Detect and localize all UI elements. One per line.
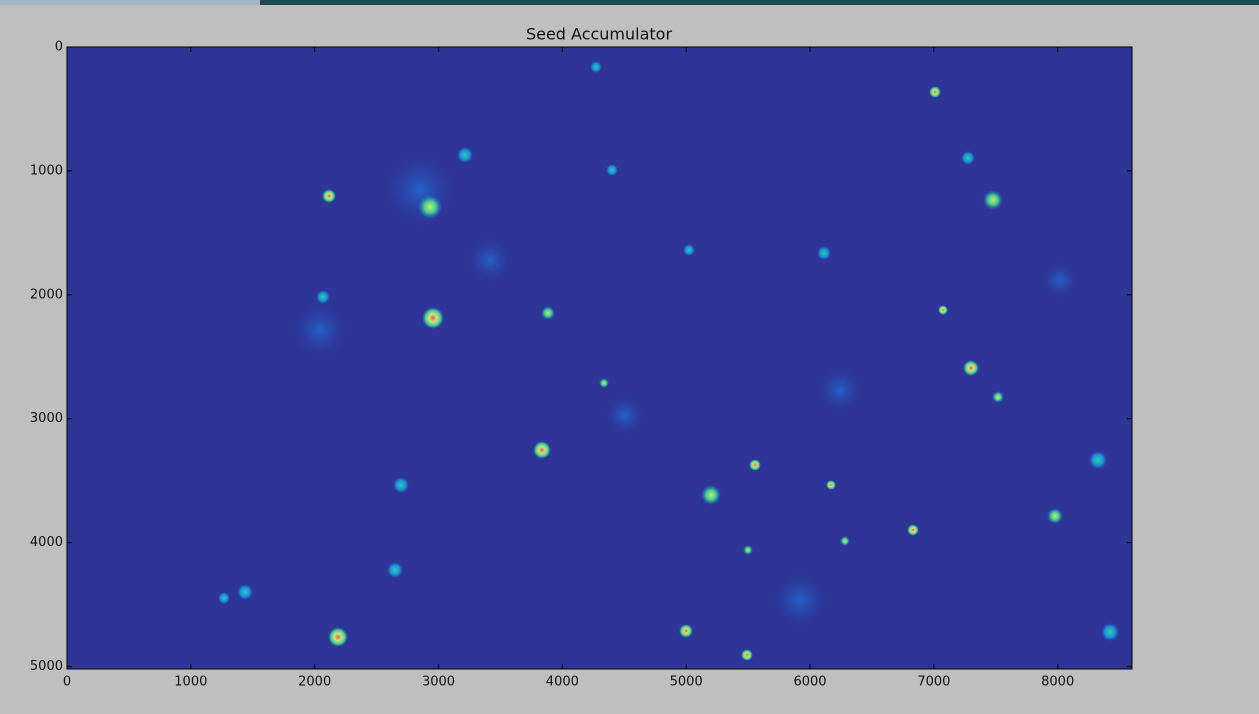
blob — [1040, 260, 1080, 300]
blob — [929, 86, 941, 98]
page: Seed Accumulator — [0, 0, 1259, 714]
y-tick-label: 0 — [55, 40, 63, 55]
chart-title: Seed Accumulator — [526, 25, 673, 44]
blob — [907, 524, 919, 536]
blob — [387, 562, 403, 578]
blob — [961, 151, 975, 165]
y-tick-label: 1000 — [30, 163, 63, 178]
blob — [1047, 508, 1063, 524]
x-tick-label: 8000 — [1041, 675, 1074, 690]
blob — [290, 300, 350, 360]
y-tick-label: 3000 — [30, 411, 63, 426]
blob — [590, 61, 602, 73]
blob — [840, 536, 850, 546]
blob — [418, 195, 442, 219]
blob — [983, 190, 1003, 210]
image — [67, 47, 1132, 669]
chart: Seed Accumulator — [0, 0, 1259, 714]
blob — [380, 150, 460, 230]
blob — [393, 477, 409, 493]
blob — [1101, 623, 1119, 641]
x-tick-label: 1000 — [174, 675, 207, 690]
x-tick-label: 3000 — [422, 675, 455, 690]
y-tick-label: 2000 — [30, 287, 63, 302]
x-tick-label: 0 — [63, 675, 71, 690]
blob — [963, 360, 979, 376]
blob — [422, 307, 444, 329]
blob — [541, 306, 555, 320]
x-tick-label: 6000 — [793, 675, 826, 690]
blob — [683, 244, 695, 256]
blob — [815, 365, 865, 415]
blob — [606, 164, 618, 176]
x-tick-label: 5000 — [670, 675, 703, 690]
blob — [237, 584, 253, 600]
blob — [603, 393, 647, 437]
blob — [817, 246, 831, 260]
x-tick-label: 7000 — [917, 675, 950, 690]
blob — [679, 624, 693, 638]
blob — [533, 441, 551, 459]
blob — [741, 649, 753, 661]
blob — [599, 378, 609, 388]
blob — [749, 459, 761, 471]
blob — [457, 147, 473, 163]
blob — [1089, 451, 1107, 469]
x-tick-label: 2000 — [298, 675, 331, 690]
window-strip-image — [0, 0, 260, 5]
y-tick-label: 5000 — [30, 659, 63, 674]
blob — [465, 235, 515, 285]
blob — [328, 627, 348, 647]
blob — [826, 480, 836, 490]
blob — [992, 391, 1004, 403]
blob — [743, 545, 753, 555]
blob — [701, 485, 721, 505]
blob — [316, 290, 330, 304]
blob — [938, 305, 948, 315]
blob — [770, 570, 830, 630]
x-tick-label: 4000 — [546, 675, 579, 690]
y-tick-label: 4000 — [30, 535, 63, 550]
blob — [322, 189, 336, 203]
blob — [218, 592, 230, 604]
